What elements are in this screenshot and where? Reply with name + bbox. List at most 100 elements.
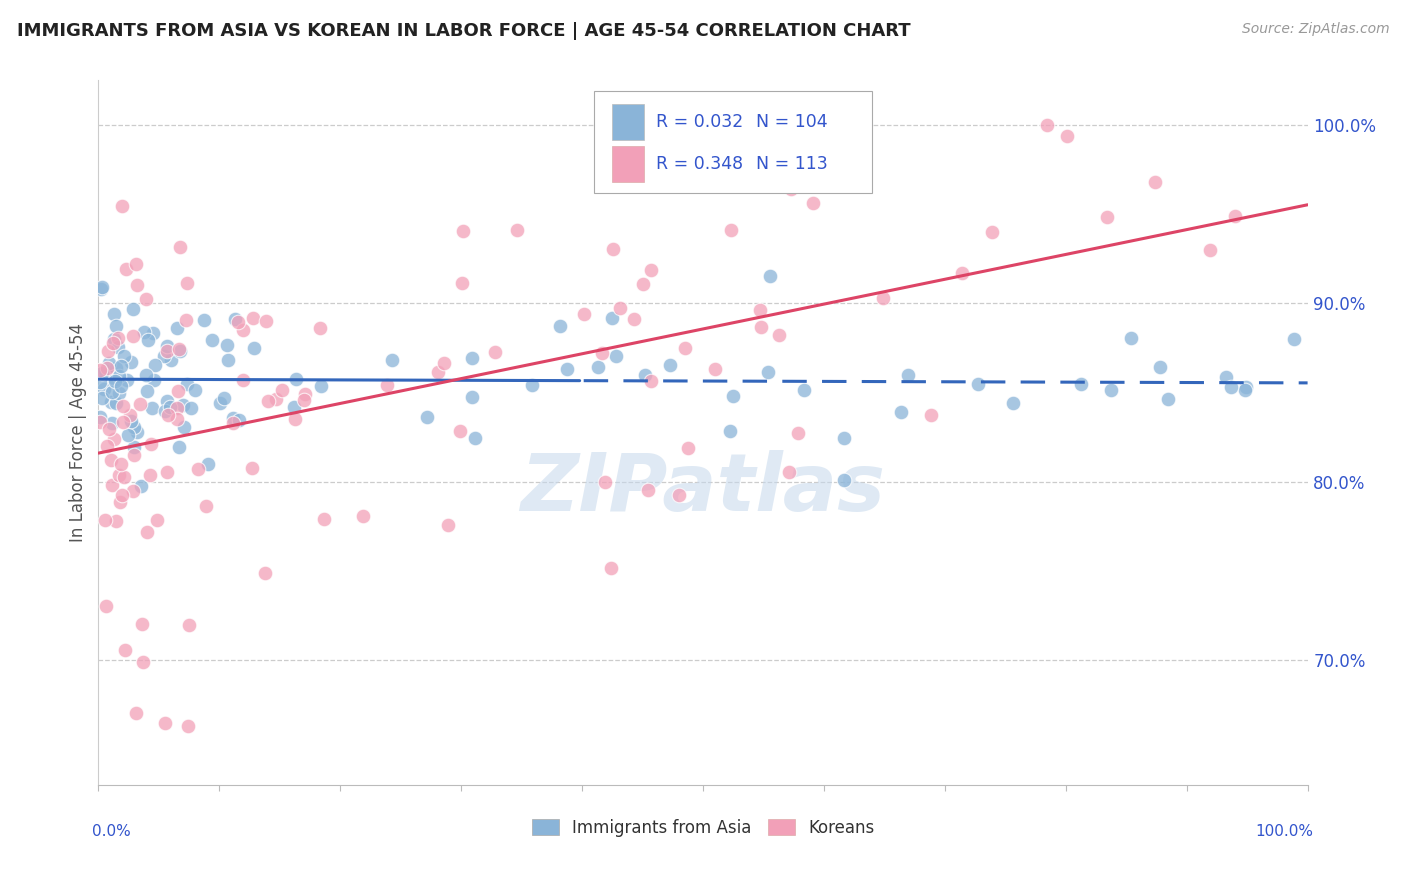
Point	[197, 457, 219, 471]
Point	[834, 431, 856, 445]
Point	[212, 392, 235, 406]
Point	[658, 358, 681, 372]
Point	[135, 292, 157, 306]
Point	[309, 321, 332, 335]
Point	[634, 368, 657, 382]
Point	[90, 282, 112, 296]
Point	[131, 655, 153, 669]
FancyBboxPatch shape	[595, 91, 872, 193]
Point	[93, 513, 115, 527]
Point	[461, 351, 484, 365]
Point	[108, 369, 131, 384]
Point	[108, 468, 131, 483]
Point	[284, 412, 307, 426]
Point	[309, 379, 332, 393]
Point	[668, 488, 690, 502]
Point	[166, 412, 188, 426]
Point	[312, 512, 335, 526]
Point	[97, 343, 120, 358]
Point	[110, 457, 132, 471]
Point	[122, 484, 145, 499]
Point	[548, 319, 571, 334]
Point	[676, 442, 699, 456]
Point	[221, 416, 243, 430]
Point	[193, 313, 215, 327]
Point	[522, 377, 544, 392]
Point	[112, 415, 135, 429]
Point	[232, 373, 254, 387]
Point	[173, 420, 195, 434]
Point	[187, 462, 209, 476]
Point	[94, 364, 117, 378]
Point	[920, 408, 942, 422]
Point	[222, 410, 245, 425]
Point	[872, 291, 894, 305]
Point	[103, 433, 125, 447]
Point	[120, 414, 142, 428]
Point	[950, 267, 973, 281]
Point	[107, 331, 129, 345]
Point	[157, 408, 180, 422]
Point	[602, 242, 624, 256]
Point	[159, 400, 181, 414]
Point	[177, 618, 200, 632]
Point	[673, 341, 696, 355]
Point	[111, 199, 134, 213]
Text: R = 0.348: R = 0.348	[655, 155, 742, 173]
Point	[897, 368, 920, 382]
Point	[101, 384, 124, 399]
Point	[112, 399, 135, 413]
Point	[120, 408, 142, 422]
Point	[352, 509, 374, 524]
Point	[143, 373, 166, 387]
Point	[96, 439, 118, 453]
Point	[461, 391, 484, 405]
Point	[94, 599, 117, 614]
Point	[117, 427, 139, 442]
Point	[792, 384, 814, 398]
Point	[166, 384, 188, 398]
Point	[1121, 331, 1143, 345]
Point	[623, 311, 645, 326]
Point	[748, 303, 770, 318]
Point	[120, 355, 142, 369]
Point	[484, 344, 506, 359]
Point	[156, 393, 179, 408]
Point	[217, 353, 239, 368]
Point	[107, 341, 129, 355]
Point	[593, 475, 616, 490]
Point	[108, 495, 131, 509]
Point	[1149, 360, 1171, 375]
Point	[172, 398, 194, 412]
Point	[124, 419, 146, 434]
Point	[100, 394, 122, 409]
Point	[416, 410, 439, 425]
Point	[292, 392, 315, 407]
Point	[703, 361, 725, 376]
Point	[125, 706, 148, 720]
Point	[89, 362, 111, 376]
Point	[450, 277, 472, 291]
Text: N = 104: N = 104	[756, 113, 828, 131]
Point	[96, 360, 118, 375]
Point	[177, 719, 200, 733]
Point	[242, 310, 264, 325]
Point	[139, 467, 162, 482]
Point	[1144, 175, 1167, 189]
Point	[209, 396, 232, 410]
Point	[139, 437, 162, 451]
Point	[107, 386, 129, 401]
Point	[89, 415, 111, 429]
Point	[215, 338, 238, 352]
Point	[103, 307, 125, 321]
Point	[122, 302, 145, 317]
Point	[1157, 392, 1180, 406]
Point	[141, 401, 163, 416]
Text: IMMIGRANTS FROM ASIA VS KOREAN IN LABOR FORCE | AGE 45-54 CORRELATION CHART: IMMIGRANTS FROM ASIA VS KOREAN IN LABOR …	[17, 22, 911, 40]
Point	[122, 448, 145, 462]
Point	[115, 261, 138, 276]
Point	[132, 326, 155, 340]
Point	[169, 344, 191, 359]
Text: Source: ZipAtlas.com: Source: ZipAtlas.com	[1241, 22, 1389, 37]
Point	[586, 360, 609, 375]
